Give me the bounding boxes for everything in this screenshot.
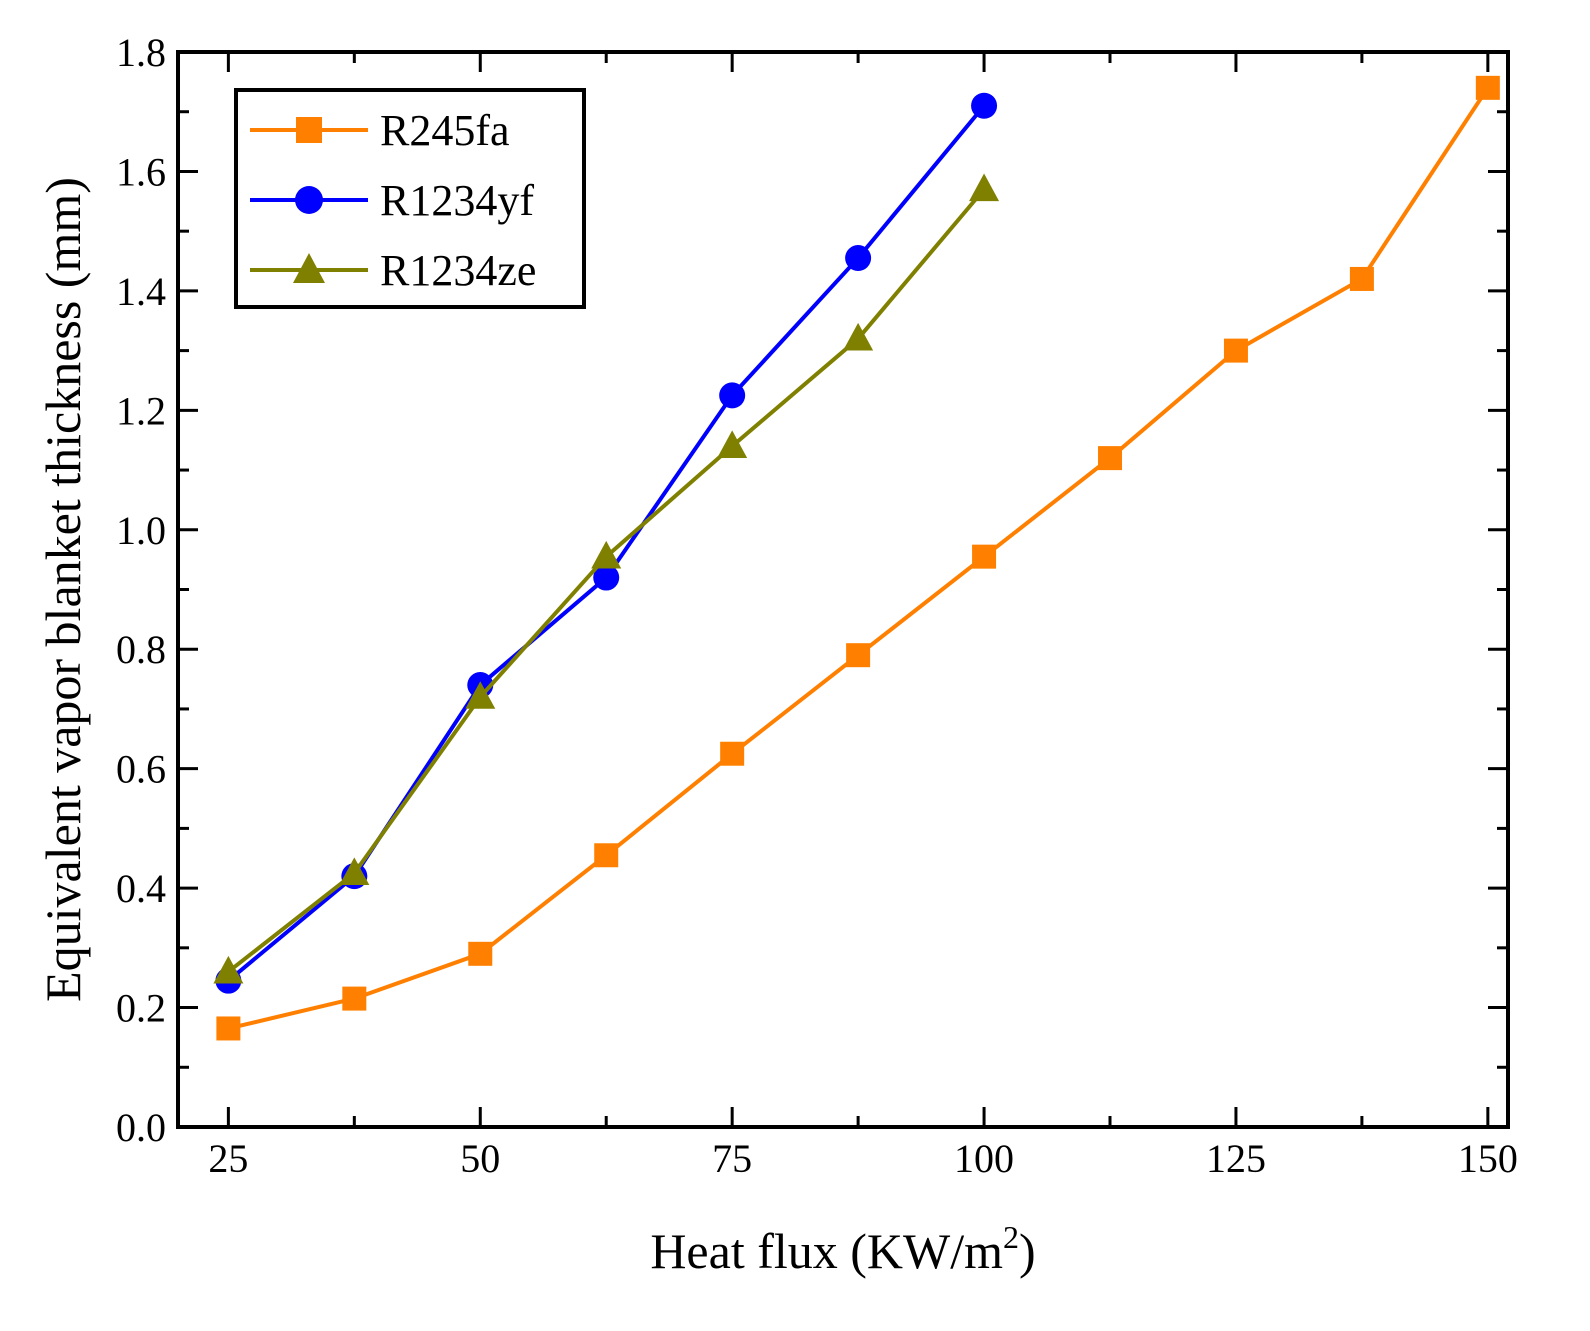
data-point-r245fa: [1223, 338, 1248, 363]
data-point-r245fa: [594, 843, 619, 868]
legend-marker-r1234ze: [293, 253, 325, 283]
data-point-r245fa: [846, 643, 871, 668]
legend-label-r1234ze: R1234ze: [380, 246, 536, 295]
data-point-r245fa: [1098, 446, 1123, 471]
y-tick-label: 0.4: [116, 866, 166, 911]
y-tick-label: 1.4: [116, 269, 166, 314]
data-point-r1234ze: [465, 681, 496, 709]
x-axis-title: Heat flux (KW/m2): [650, 1219, 1035, 1279]
y-tick-label: 0.0: [116, 1105, 166, 1150]
y-tick-label: 1.0: [116, 508, 166, 553]
y-tick-label: 1.8: [116, 30, 166, 75]
legend-label-r245fa: R245fa: [380, 106, 510, 155]
data-point-r245fa: [216, 1016, 241, 1041]
y-tick-label: 0.8: [116, 627, 166, 672]
data-point-r1234yf: [719, 382, 746, 409]
y-tick-label: 0.6: [116, 747, 166, 792]
x-axis-ticks: 25 50 75 100 125 150: [208, 52, 1518, 1181]
legend-label-r1234yf: R1234yf: [380, 176, 534, 225]
x-tick-label: 125: [1206, 1136, 1266, 1181]
legend-item-r245fa: R245fa: [250, 106, 510, 155]
legend-marker-r245fa: [296, 117, 322, 143]
data-point-r1234yf: [845, 245, 872, 272]
data-point-r1234yf: [593, 564, 620, 591]
legend: R245fa R1234yf R1234ze: [234, 88, 586, 309]
data-point-r245fa: [720, 741, 745, 766]
data-point-r1234ze: [843, 322, 874, 351]
x-tick-label: 25: [208, 1136, 248, 1181]
data-point-r1234ze: [213, 955, 244, 984]
series-r245fa: [216, 75, 1500, 1041]
x-tick-label: 75: [712, 1136, 752, 1181]
data-point-r245fa: [1349, 266, 1374, 291]
data-point-r1234yf: [971, 92, 998, 119]
y-axis-ticks: 0.0 0.2 0.4 0.6 0.8 1.0 1.2 1.4 1.6 1.8: [116, 30, 1508, 1150]
y-tick-label: 1.6: [116, 149, 166, 194]
series-r1234ze: [213, 173, 1000, 984]
data-point-r245fa: [1475, 75, 1500, 100]
y-tick-label: 0.2: [116, 986, 166, 1031]
data-point-r245fa: [468, 941, 493, 966]
data-point-r1234ze: [969, 173, 1000, 202]
legend-item-r1234ze: R1234ze: [250, 246, 536, 295]
data-point-r245fa: [972, 544, 997, 569]
data-point-r1234ze: [339, 857, 370, 885]
legend-marker-r1234yf: [295, 186, 323, 214]
data-point-r1234ze: [591, 540, 622, 569]
y-tick-label: 1.2: [116, 388, 166, 433]
x-tick-label: 150: [1458, 1136, 1518, 1181]
x-tick-label: 50: [460, 1136, 500, 1181]
data-point-r1234ze: [717, 430, 748, 458]
x-tick-label: 100: [954, 1136, 1014, 1181]
data-point-r245fa: [342, 986, 367, 1011]
y-axis-title: Equivalent vapor blanket thickness (mm): [35, 177, 91, 1002]
series-layer: [213, 75, 1500, 1041]
legend-item-r1234yf: R1234yf: [250, 176, 534, 225]
